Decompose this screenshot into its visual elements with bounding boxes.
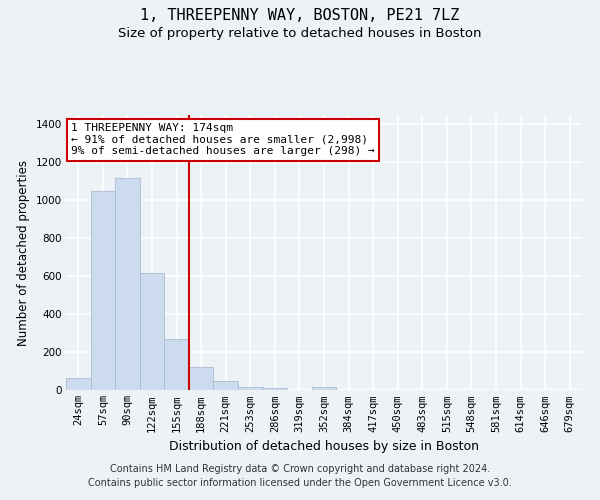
Bar: [115, 178, 140, 390]
Y-axis label: Number of detached properties: Number of detached properties: [17, 160, 30, 346]
Bar: [238, 386, 263, 390]
Text: Contains HM Land Registry data © Crown copyright and database right 2024.
Contai: Contains HM Land Registry data © Crown c…: [88, 464, 512, 487]
Bar: [91, 191, 115, 390]
X-axis label: Distribution of detached houses by size in Boston: Distribution of detached houses by size …: [169, 440, 479, 453]
Bar: [312, 386, 336, 390]
Bar: [263, 388, 287, 390]
Text: Size of property relative to detached houses in Boston: Size of property relative to detached ho…: [118, 28, 482, 40]
Bar: [214, 382, 238, 390]
Text: 1, THREEPENNY WAY, BOSTON, PE21 7LZ: 1, THREEPENNY WAY, BOSTON, PE21 7LZ: [140, 8, 460, 22]
Bar: [189, 367, 214, 390]
Text: 1 THREEPENNY WAY: 174sqm
← 91% of detached houses are smaller (2,998)
9% of semi: 1 THREEPENNY WAY: 174sqm ← 91% of detach…: [71, 123, 375, 156]
Bar: [66, 378, 91, 390]
Bar: [140, 274, 164, 390]
Bar: [164, 339, 189, 390]
